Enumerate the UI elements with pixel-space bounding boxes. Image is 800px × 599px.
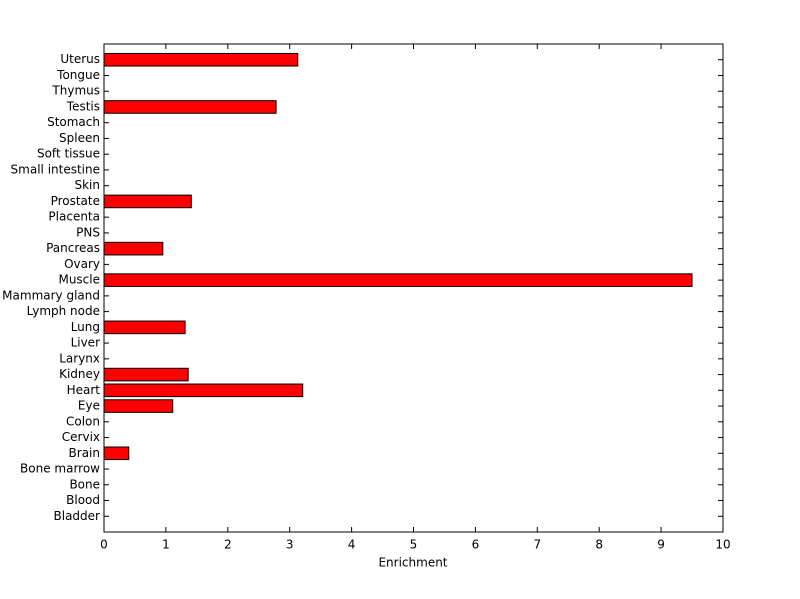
y-tick-label: Bone <box>69 477 100 491</box>
x-tick-label: 8 <box>595 538 603 552</box>
y-tick-label: Colon <box>66 414 100 428</box>
y-tick-label: Liver <box>71 336 101 350</box>
x-tick-label: 9 <box>657 538 665 552</box>
y-tick-label: Testis <box>66 99 100 113</box>
bar <box>103 399 174 413</box>
y-tick-label: Blood <box>66 493 100 507</box>
y-tick-label: Thymus <box>51 84 100 98</box>
y-tick-label: Placenta <box>48 210 100 224</box>
y-tick-label: Kidney <box>59 367 100 381</box>
bar <box>103 273 693 287</box>
y-tick-label: Tongue <box>56 68 100 82</box>
bar <box>103 241 164 256</box>
y-tick-label: Skin <box>74 178 100 192</box>
bar <box>103 52 299 67</box>
bar <box>103 194 192 209</box>
x-tick-label: 6 <box>472 538 480 552</box>
x-tick-label: 0 <box>100 538 108 552</box>
y-tick-label: Soft tissue <box>37 147 100 161</box>
y-tick-label: Uterus <box>60 52 100 66</box>
y-tick-label: Lymph node <box>27 304 100 318</box>
bar <box>103 446 130 461</box>
y-tick-label: Brain <box>69 446 100 460</box>
x-tick-label: 7 <box>533 538 541 552</box>
bar <box>103 100 277 114</box>
y-tick-label: Cervix <box>62 430 100 444</box>
y-tick-label: Stomach <box>47 115 100 129</box>
y-tick-label: Bone marrow <box>20 462 100 476</box>
y-tick-label: Eye <box>78 399 100 413</box>
plot-frame <box>103 43 724 533</box>
y-tick-label: PNS <box>76 225 100 239</box>
y-tick-label: Larynx <box>59 351 100 365</box>
y-tick-label: Heart <box>67 383 101 397</box>
y-tick-label: Small intestine <box>11 162 100 176</box>
y-tick-label: Mammary gland <box>2 288 100 302</box>
bar <box>103 367 189 382</box>
y-tick-label: Bladder <box>54 509 101 523</box>
bar <box>103 320 186 335</box>
y-tick-label: Spleen <box>59 131 100 145</box>
x-tick-label: 2 <box>224 538 232 552</box>
y-tick-label: Ovary <box>64 257 100 271</box>
x-tick-label: 5 <box>410 538 418 552</box>
x-tick-label: 4 <box>348 538 356 552</box>
y-tick-label: Muscle <box>58 273 100 287</box>
y-tick-label: Prostate <box>51 194 100 208</box>
y-tick-label: Pancreas <box>46 241 100 255</box>
x-tick-label: 3 <box>286 538 294 552</box>
x-tick-label: 10 <box>715 538 730 552</box>
x-axis-label: Enrichment <box>378 556 447 570</box>
x-tick-label: 1 <box>162 538 170 552</box>
bar <box>103 383 304 398</box>
y-tick-label: Lung <box>71 320 100 334</box>
